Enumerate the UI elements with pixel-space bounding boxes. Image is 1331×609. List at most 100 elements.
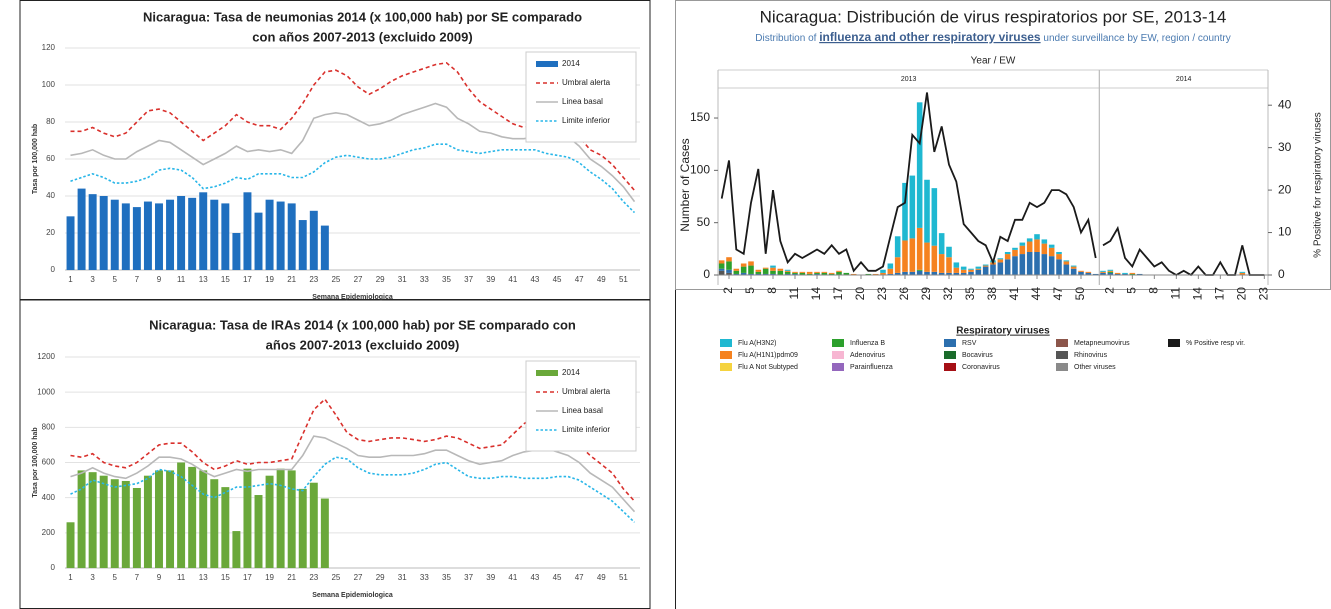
y2-axis-title: % Positive for respiratory viruses [1313, 112, 1324, 258]
x-tick-label: 1 [68, 275, 73, 284]
legend-label: % Positive resp vir. [1186, 340, 1245, 347]
x-tick-label: 14 [1191, 287, 1205, 301]
bar [66, 216, 75, 270]
bar-segment [1107, 272, 1114, 275]
x-tick-label: 13 [199, 573, 208, 582]
x-tick-label: 35 [963, 287, 977, 301]
bar-segment [836, 270, 842, 272]
bar-segment [872, 273, 879, 275]
y2-tick-label: 10 [1278, 225, 1292, 239]
x-axis-title: Semana Epidemiologica [312, 592, 393, 599]
legend-swatch [832, 363, 844, 371]
y-tick-label: 200 [42, 528, 56, 537]
bar-segment [1056, 254, 1062, 260]
line-series [70, 397, 636, 502]
legend-label: Other viruses [1074, 364, 1116, 371]
x-tick-label: 49 [597, 275, 606, 284]
bar [232, 233, 241, 270]
x-tick-label: 35 [442, 275, 451, 284]
x-tick-label: 23 [1257, 287, 1271, 301]
bar [143, 201, 152, 270]
bar-segment [1026, 238, 1033, 242]
bar [276, 201, 285, 270]
bar [166, 199, 175, 270]
x-tick-label: 15 [221, 275, 230, 284]
group-label: 2014 [1176, 76, 1192, 83]
chart-title: Nicaragua: Tasa de neumonias 2014 (x 100… [143, 9, 582, 24]
x-tick-label: 7 [135, 275, 140, 284]
bar [243, 192, 252, 270]
bar [188, 197, 197, 270]
group-label: 2013 [901, 76, 917, 83]
bar-segment [814, 271, 820, 273]
bar-segment [997, 258, 1004, 260]
x-tick-label: 23 [875, 287, 889, 301]
bar-segment [880, 272, 886, 275]
bar-segment [931, 245, 938, 272]
bar [254, 495, 263, 568]
bar-segment [1041, 243, 1048, 255]
y-tick-label: 0 [703, 267, 710, 281]
bar [132, 207, 141, 270]
bar [221, 203, 230, 270]
x-tick-label: 25 [331, 275, 340, 284]
bar [243, 468, 252, 568]
bar [232, 531, 241, 568]
bar-segment [1078, 271, 1084, 275]
bar-segment [748, 261, 754, 266]
bar [99, 475, 108, 568]
legend-label: Metapneumovirus [1074, 340, 1130, 347]
x-tick-label: 37 [464, 275, 473, 284]
bar [177, 462, 186, 568]
y-tick-label: 100 [690, 163, 710, 177]
legend-label: Umbral alerta [562, 78, 611, 87]
legend-label: Flu A(H3N2) [738, 340, 777, 347]
x-tick-label: 47 [575, 573, 584, 582]
legend-swatch [832, 351, 844, 359]
chart-title: Nicaragua: Tasa de IRAs 2014 (x 100,000 … [149, 317, 576, 332]
subtitle-link[interactable]: influenza and other respiratory viruses [819, 30, 1041, 44]
bar [99, 196, 108, 270]
bar-segment [894, 257, 901, 273]
y-tick-label: 800 [42, 422, 56, 431]
x-tick-label: 25 [331, 573, 340, 582]
bar-segment [755, 271, 762, 274]
bar-segment [924, 242, 930, 272]
x-tick-label: 1 [68, 573, 73, 582]
bar [276, 468, 285, 568]
x-tick-label: 50 [1073, 287, 1087, 301]
bar-segment [762, 267, 769, 269]
bar-segment [997, 259, 1004, 263]
bar-segment [953, 267, 960, 273]
bar-segment [916, 102, 923, 228]
bar-segment [792, 272, 798, 274]
x-tick-label: 20 [853, 287, 867, 301]
bar-segment [894, 236, 901, 258]
bar-segment [806, 271, 813, 274]
bar-segment [1034, 251, 1040, 275]
legend-label: Umbral alerta [562, 387, 611, 396]
bar-segment [748, 265, 754, 274]
bar-segment [1041, 254, 1048, 275]
x-tick-label: 39 [486, 573, 495, 582]
legend-swatch [944, 339, 956, 347]
bar-segment [909, 238, 916, 272]
x-tick-label: 45 [553, 573, 562, 582]
line-series [720, 92, 1097, 273]
x-tick-label: 5 [1125, 287, 1139, 294]
subtitle-part: Distribution of [755, 33, 819, 44]
legend-label: Flu A(H1N1)pdm09 [738, 352, 798, 359]
bar-segment [784, 273, 791, 275]
bar-segment [938, 254, 945, 273]
bar [210, 479, 219, 568]
bar-segment [924, 271, 930, 275]
x-tick-label: 29 [376, 573, 385, 582]
bar [77, 470, 86, 568]
x-tick-label: 2 [1103, 287, 1117, 294]
x-tick-label: 33 [420, 573, 429, 582]
y-axis-title: Tasa por 100,000 hab [32, 427, 39, 497]
x-tick-label: 21 [287, 275, 296, 284]
bar [265, 475, 274, 568]
bar-segment [1041, 239, 1048, 244]
bar-segment [843, 272, 850, 275]
